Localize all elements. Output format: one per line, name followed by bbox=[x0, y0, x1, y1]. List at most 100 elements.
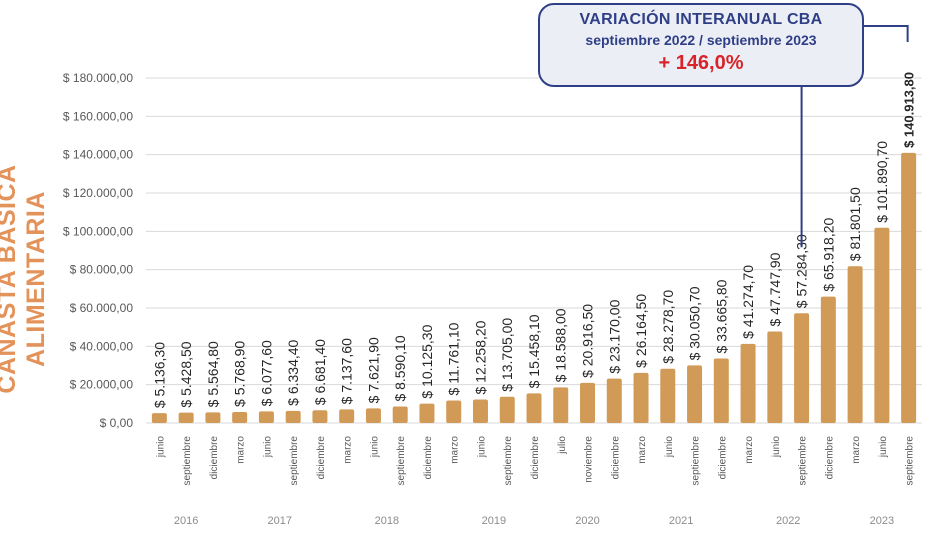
bar bbox=[740, 343, 756, 423]
x-tick-label: marzo bbox=[450, 436, 461, 464]
x-tick-label: septiembre bbox=[289, 436, 300, 486]
value-label: $ 65.918,20 bbox=[820, 217, 836, 291]
bar bbox=[633, 372, 649, 423]
x-tick-label: junio bbox=[369, 436, 380, 459]
value-label: $ 6.077,60 bbox=[258, 340, 274, 406]
bar bbox=[499, 396, 515, 423]
x-tick-label: diciembre bbox=[610, 436, 621, 480]
bars bbox=[151, 152, 917, 423]
x-tick-label: diciembre bbox=[717, 436, 728, 480]
value-label: $ 23.170,00 bbox=[606, 299, 622, 373]
callout-title: VARIACIÓN INTERANUAL CBA bbox=[579, 11, 823, 28]
x-tick-label: marzo bbox=[851, 436, 862, 464]
y-tick-label: $ 160.000,00 bbox=[63, 109, 133, 123]
bar bbox=[713, 358, 729, 423]
value-label: $ 6.681,40 bbox=[312, 339, 328, 405]
year-label: 2016 bbox=[174, 515, 198, 527]
bar bbox=[660, 368, 676, 423]
callout-connectors bbox=[800, 25, 909, 248]
variation-callout: VARIACIÓN INTERANUAL CBA septiembre 2022… bbox=[538, 3, 864, 87]
x-tick-label: noviembre bbox=[584, 436, 595, 483]
year-label: 2020 bbox=[575, 515, 599, 527]
x-tick-label: marzo bbox=[343, 436, 354, 464]
value-label: $ 41.274,70 bbox=[740, 265, 756, 339]
connector-line bbox=[864, 25, 909, 42]
value-label: $ 12.258,20 bbox=[472, 320, 488, 394]
bar bbox=[820, 296, 836, 423]
value-label: $ 13.705,00 bbox=[499, 318, 515, 392]
bar bbox=[687, 365, 703, 423]
bar bbox=[205, 412, 221, 423]
value-label: $ 101.890,70 bbox=[874, 141, 890, 223]
x-tick-label: diciembre bbox=[530, 436, 541, 480]
value-label: $ 5.564,80 bbox=[205, 341, 221, 407]
value-label: $ 30.050,70 bbox=[687, 286, 703, 360]
y-tick-label: $ 60.000,00 bbox=[70, 301, 134, 315]
year-label: 2019 bbox=[482, 515, 506, 527]
x-tick-label: septiembre bbox=[691, 436, 702, 486]
x-tick-label: junio bbox=[878, 436, 889, 459]
y-tick-label: $ 80.000,00 bbox=[70, 263, 134, 277]
y-tick-label: $ 20.000,00 bbox=[70, 378, 134, 392]
bar bbox=[580, 382, 596, 423]
value-labels: $ 5.136,30 $ 5.428,50 $ 5.564,80 $ 5.768,90… bbox=[151, 72, 916, 408]
x-tick-label: junio bbox=[771, 436, 782, 459]
value-label: $ 5.768,90 bbox=[232, 341, 248, 407]
x-tick-label: junio bbox=[476, 436, 487, 459]
y-tick-label: $ 180.000,00 bbox=[63, 71, 133, 85]
value-label: $ 28.278,70 bbox=[660, 290, 676, 364]
value-label: $ 5.428,50 bbox=[178, 341, 194, 407]
x-tick-label: diciembre bbox=[209, 436, 220, 480]
x-tick-label: septiembre bbox=[182, 436, 193, 486]
x-tick-label: diciembre bbox=[423, 436, 434, 480]
x-axis-labels: junio septiembre diciembre marzo junio septie… bbox=[155, 436, 915, 486]
x-tick-label: marzo bbox=[744, 436, 755, 464]
year-label: 2017 bbox=[268, 515, 292, 527]
value-label: $ 7.621,90 bbox=[365, 337, 381, 403]
bar bbox=[258, 411, 274, 423]
y-tick-label: $ 100.000,00 bbox=[63, 224, 133, 238]
value-label: $ 7.137,60 bbox=[339, 338, 355, 404]
bar bbox=[392, 406, 408, 423]
y-tick-label: $ 0,00 bbox=[100, 416, 134, 430]
x-tick-label: junio bbox=[664, 436, 675, 459]
bar bbox=[606, 378, 622, 423]
value-label: $ 15.458,10 bbox=[526, 314, 542, 388]
value-label: $ 140.913,80 bbox=[902, 72, 917, 148]
value-label: $ 18.588,00 bbox=[553, 308, 569, 382]
x-tick-label: junio bbox=[262, 436, 273, 459]
bar bbox=[339, 409, 355, 423]
year-label: 2022 bbox=[776, 515, 800, 527]
x-tick-label: julio bbox=[557, 436, 568, 455]
bar bbox=[232, 411, 248, 423]
value-label: $ 8.590,10 bbox=[392, 335, 408, 401]
value-label: $ 47.747,90 bbox=[767, 252, 783, 326]
callout-period: septiembre 2022 / septiembre 2023 bbox=[585, 32, 817, 48]
bar bbox=[151, 413, 167, 423]
x-tick-label: septiembre bbox=[396, 436, 407, 486]
value-label: $ 26.164,50 bbox=[633, 294, 649, 368]
bar bbox=[553, 387, 569, 423]
value-label: $ 10.125,30 bbox=[419, 324, 435, 398]
bar bbox=[419, 403, 435, 423]
bar bbox=[178, 412, 194, 423]
bar bbox=[847, 266, 863, 423]
bar bbox=[472, 399, 488, 423]
x-tick-label: marzo bbox=[236, 436, 247, 464]
y-axis-ticks: $ 0,00 $ 20.000,00 $ 40.000,00 $ 60.000,00 $… bbox=[63, 71, 133, 430]
x-tick-label: marzo bbox=[637, 436, 648, 464]
value-label: $ 33.665,80 bbox=[713, 279, 729, 353]
bar bbox=[874, 227, 890, 423]
y-tick-label: $ 40.000,00 bbox=[70, 339, 134, 353]
x-tick-label: septiembre bbox=[905, 436, 916, 486]
year-labels: 2016 2017 2018 2019 2020 2021 2022 2023 bbox=[174, 515, 894, 527]
year-label: 2021 bbox=[669, 515, 693, 527]
bar bbox=[526, 393, 542, 423]
x-tick-label: septiembre bbox=[798, 436, 809, 486]
bar bbox=[312, 410, 328, 423]
bar bbox=[794, 313, 810, 423]
bar bbox=[285, 410, 301, 423]
callout-value: + 146,0% bbox=[658, 52, 744, 74]
x-tick-label: junio bbox=[155, 436, 166, 459]
